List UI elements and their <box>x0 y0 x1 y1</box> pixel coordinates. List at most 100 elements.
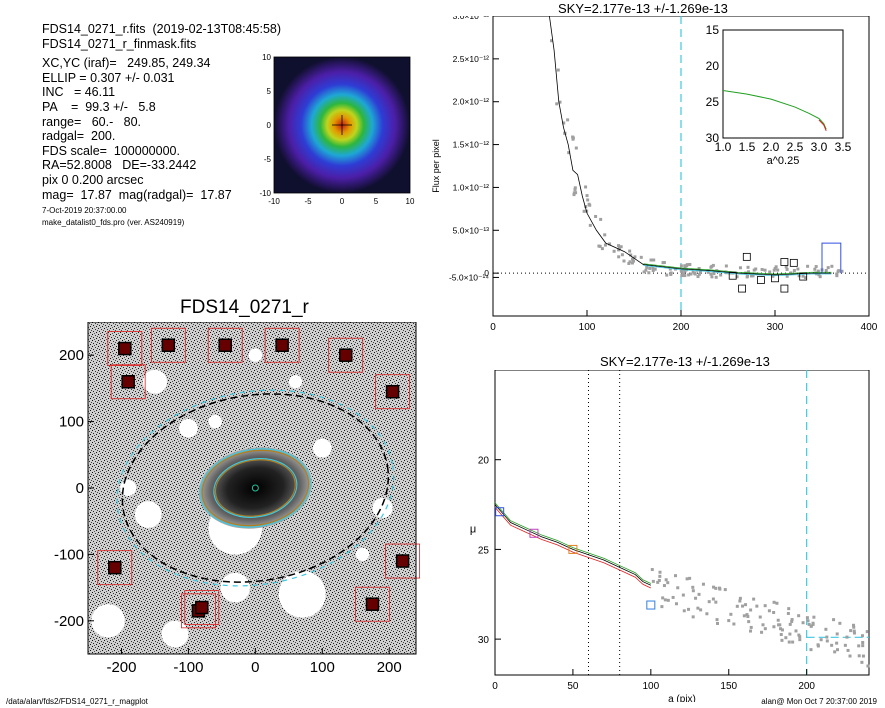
sb-data-point <box>691 585 695 589</box>
sb-ytick-label: 20 <box>478 456 490 467</box>
sb-plot-frame <box>494 370 870 676</box>
sb-data-point <box>732 622 736 626</box>
header-pa: PA = 99.3 +/- 5.8 <box>42 99 156 114</box>
sb-ylabel: μ <box>470 524 476 536</box>
masked-star <box>195 600 209 615</box>
sb-data-point <box>661 596 665 600</box>
flux-ytick-label: 2.5×10⁻¹² <box>453 54 490 64</box>
sb-data-point <box>691 589 695 593</box>
header-mask-line: FDS14_0271_r_finmask.fits <box>42 36 197 51</box>
sb-data-point <box>674 574 678 578</box>
footer-path: /data/alan/fds2/FDS14_0271_r_magplot <box>6 697 148 706</box>
flux-profile-chart: 0 100 200 300 400-5.0×10⁻¹⁴05.0×10⁻¹³1.0×10⁻… <box>431 16 878 333</box>
sb-data-point <box>788 622 792 626</box>
flux-data-point <box>594 214 598 218</box>
flux-xtick-label: 200 <box>673 322 690 333</box>
sb-data-point <box>758 615 762 619</box>
sb-data-point <box>699 608 703 612</box>
star-mask-box <box>264 327 300 363</box>
flux-ytick-label: 0 <box>484 268 489 278</box>
flux-data-point <box>697 272 701 276</box>
flux-data-point <box>555 102 559 106</box>
sb-marker <box>529 528 539 538</box>
sb-data-point <box>780 628 784 632</box>
heatmap-ytick-label: 10 <box>262 53 271 62</box>
inset-ytick-label: 20 <box>706 59 720 73</box>
flux-data-point <box>712 271 716 275</box>
sb-data-point <box>749 625 753 629</box>
sb-xtick-label: 0 <box>492 681 498 692</box>
inset-xtick-label: 3.0 <box>811 140 828 154</box>
sb-data-point <box>825 635 829 639</box>
flux-data-point <box>619 245 623 249</box>
sb-data-point <box>694 596 698 600</box>
flux-data-point <box>796 267 800 271</box>
star-mask-box <box>355 586 390 622</box>
inset-profile-red <box>818 119 827 131</box>
sb-xlabel: a (pix) <box>668 694 696 702</box>
sb-data-point <box>662 584 666 588</box>
flux-data-point <box>620 253 624 257</box>
flux-data-point <box>679 264 683 268</box>
flux-data-point <box>588 223 592 227</box>
flux-data-point <box>683 269 687 273</box>
sb-data-point <box>787 607 791 611</box>
flux-data-point <box>630 261 634 265</box>
flux-data-point <box>693 271 697 275</box>
sb-data-point <box>697 592 701 596</box>
flux-data-point <box>792 269 796 273</box>
sb-data-point <box>685 577 689 581</box>
header-radgal: radgal= 200. <box>42 129 116 144</box>
sb-data-point <box>658 574 662 578</box>
masked-star <box>395 554 410 568</box>
flux-data-point <box>649 258 653 262</box>
masked-region <box>91 604 125 638</box>
sb-data-point <box>865 630 869 634</box>
flux-annulus-marker <box>738 284 747 293</box>
masked-star <box>118 341 132 356</box>
sb-data-point <box>809 624 813 628</box>
galaxy-image-title: FDS14_0271_r <box>180 297 309 318</box>
star-mask-box <box>385 543 420 579</box>
sb-data-point <box>660 605 664 609</box>
sb-data-point <box>860 660 864 664</box>
sb-data-point <box>738 599 742 603</box>
sb-data-point <box>676 586 680 590</box>
flux-data-point <box>773 266 777 270</box>
sb-data-point <box>866 664 870 668</box>
flux-data-point <box>617 246 621 250</box>
sb-data-point <box>852 631 856 635</box>
flux-data-point <box>572 193 576 197</box>
flux-data-point <box>835 274 839 278</box>
sb-data-point <box>784 636 788 640</box>
heatmap-ytick-label: 5 <box>267 87 272 96</box>
isophote-ellipse <box>121 393 390 583</box>
isophote-ellipse <box>201 449 310 527</box>
header-ellip: ELLIP = 0.307 +/- 0.031 <box>42 70 175 85</box>
masked-star <box>108 560 122 575</box>
sb-data-point <box>833 650 837 654</box>
header-inc: INC = 46.11 <box>42 85 116 100</box>
galaxy-xtick-label: 100 <box>310 659 335 676</box>
flux-data-point <box>628 260 632 264</box>
flux-data-point <box>665 273 669 277</box>
flux-data-point <box>683 274 687 278</box>
flux-data-point <box>709 272 713 276</box>
heatmap-frame <box>273 56 411 194</box>
sb-data-point <box>744 603 748 607</box>
sb-ytick-label: 30 <box>478 635 490 646</box>
sb-data-point <box>752 597 756 601</box>
flux-data-point <box>608 242 612 246</box>
inset-ytick-label: 15 <box>706 23 720 37</box>
sb-data-point <box>749 629 753 633</box>
galaxy-ytick-label: -200 <box>54 613 84 630</box>
flux-data-point <box>683 265 687 269</box>
flux-ytick-label: 1.0×10⁻¹² <box>453 182 490 192</box>
flux-data-point <box>582 209 586 213</box>
inset-xtick-label: 2.0 <box>763 140 780 154</box>
center-heatmap-chart: -10 -5 0 5 10 10 5 0 -5 -10 <box>259 53 415 206</box>
sb-data-point <box>819 638 823 642</box>
sb-data-point <box>852 629 856 633</box>
flux-data-point <box>697 267 701 271</box>
galaxy-image-chart: -200 -100 0 100 200 200 100 0 -100 -200 <box>54 322 420 676</box>
